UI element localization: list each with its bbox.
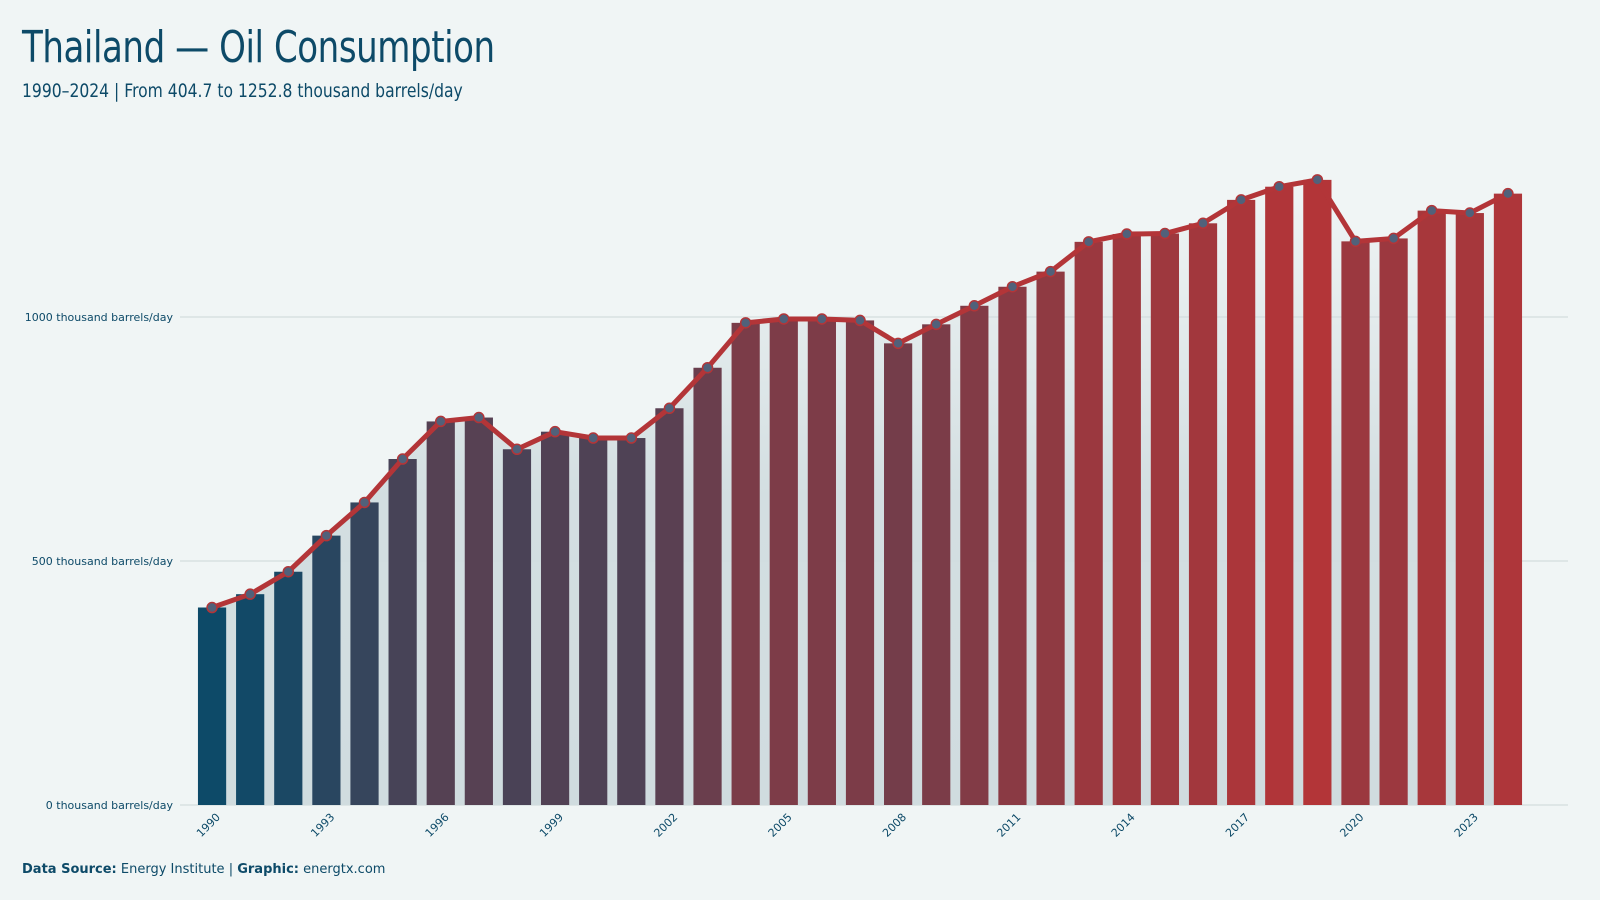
marker-2020: [1349, 235, 1362, 248]
y-tick-label: 0 thousand barrels/day: [46, 799, 174, 812]
y-tick-label: 500 thousand barrels/day: [32, 555, 174, 568]
graphic-label: Graphic:: [237, 862, 299, 877]
markers: [206, 174, 1514, 614]
x-tick-label: 2002: [651, 811, 680, 840]
chart-subtitle: 1990–2024 | From 404.7 to 1252.8 thousan…: [22, 80, 463, 102]
footer: Data Source: Energy Institute | Graphic:…: [22, 862, 385, 877]
marker-1990: [206, 601, 218, 614]
marker-1995: [396, 453, 409, 465]
bar-1996: [426, 421, 455, 805]
bar-2013: [1074, 241, 1103, 805]
x-tick-label: 1999: [537, 811, 566, 840]
x-tick-label: 1993: [308, 811, 337, 840]
bar-1993: [312, 535, 341, 805]
x-tick-label: 2011: [994, 811, 1023, 840]
x-tick-label: 2020: [1337, 811, 1366, 840]
marker-1999: [549, 425, 561, 438]
bar-2003: [693, 367, 722, 805]
marker-2017: [1235, 194, 1247, 206]
marker-2016: [1197, 217, 1209, 230]
bar-2014: [1112, 234, 1141, 806]
bar-1998: [502, 449, 532, 805]
marker-2023: [1464, 207, 1476, 219]
bar-2005: [769, 318, 798, 805]
marker-2001: [625, 432, 638, 444]
bar-2002: [655, 408, 684, 805]
bar-2015: [1150, 233, 1180, 805]
y-axis-ticks: 0 thousand barrels/day 500 thousand barre…: [25, 311, 174, 812]
marker-1992: [282, 565, 295, 578]
bar-2020: [1341, 241, 1370, 806]
marker-2011: [1006, 280, 1019, 293]
marker-2010: [968, 300, 981, 312]
marker-2012: [1044, 265, 1057, 278]
bar-2000: [579, 438, 608, 805]
x-tick-label: 2014: [1109, 811, 1138, 840]
source-label: Data Source:: [22, 862, 117, 877]
source-value: Energy Institute: [120, 862, 225, 877]
x-tick-label: 2008: [880, 811, 909, 840]
marker-2002: [663, 402, 676, 415]
marker-2005: [778, 313, 790, 325]
footer-separator: |: [228, 862, 234, 877]
marker-2021: [1387, 232, 1400, 245]
marker-1994: [358, 496, 371, 509]
x-tick-label: 2023: [1452, 811, 1481, 840]
bar-2010: [960, 305, 989, 805]
marker-1996: [434, 415, 447, 428]
marker-1993: [320, 529, 333, 542]
bar-1990: [197, 607, 227, 805]
marker-2014: [1121, 228, 1133, 240]
marker-2000: [587, 432, 599, 444]
chart-title: Thailand — Oil Consumption: [22, 22, 495, 73]
x-tick-label: 1996: [423, 811, 452, 840]
marker-2009: [930, 318, 942, 331]
bar-2018: [1265, 186, 1294, 806]
marker-2015: [1159, 227, 1171, 240]
marker-2019: [1311, 174, 1324, 186]
marker-2006: [816, 313, 828, 325]
bar-2007: [845, 320, 875, 805]
graphic-value: energtx.com: [303, 862, 386, 877]
marker-2018: [1273, 180, 1286, 193]
marker-1997: [473, 411, 485, 424]
bar-1999: [540, 431, 570, 805]
bar-2023: [1455, 213, 1484, 805]
bar-2004: [731, 322, 760, 805]
marker-2003: [701, 362, 714, 374]
marker-2008: [892, 337, 904, 350]
bar-2016: [1188, 223, 1218, 805]
bar-2001: [617, 438, 646, 805]
bar-1991: [236, 594, 265, 805]
marker-2007: [854, 314, 866, 327]
bar-2017: [1227, 199, 1256, 805]
y-tick-label: 1000 thousand barrels/day: [25, 311, 174, 324]
marker-1998: [511, 443, 523, 455]
bar-2006: [807, 318, 836, 805]
x-axis-ticks: 1990 1993 1996 1999 2002 2005 2008 2011 2014 2017…: [194, 811, 1481, 840]
bar-2011: [998, 286, 1027, 805]
bars: [197, 179, 1523, 806]
bar-2021: [1379, 238, 1408, 805]
bar-2022: [1417, 210, 1446, 806]
marker-1991: [244, 588, 256, 600]
marker-2013: [1082, 236, 1095, 248]
bar-1992: [274, 571, 303, 805]
x-tick-label: 2017: [1223, 811, 1252, 840]
bar-1994: [350, 502, 379, 805]
x-tick-label: 1990: [194, 811, 223, 840]
marker-2024: [1502, 187, 1514, 200]
marker-2022: [1425, 204, 1438, 217]
marker-2004: [739, 317, 752, 329]
bar-1995: [388, 459, 417, 805]
bar-2009: [922, 324, 951, 805]
bar-1997: [464, 417, 493, 805]
bar-2024: [1493, 193, 1523, 805]
bar-2019: [1303, 179, 1332, 805]
bar-2012: [1036, 271, 1065, 806]
bar-2008: [884, 343, 913, 805]
x-tick-label: 2005: [766, 811, 795, 840]
